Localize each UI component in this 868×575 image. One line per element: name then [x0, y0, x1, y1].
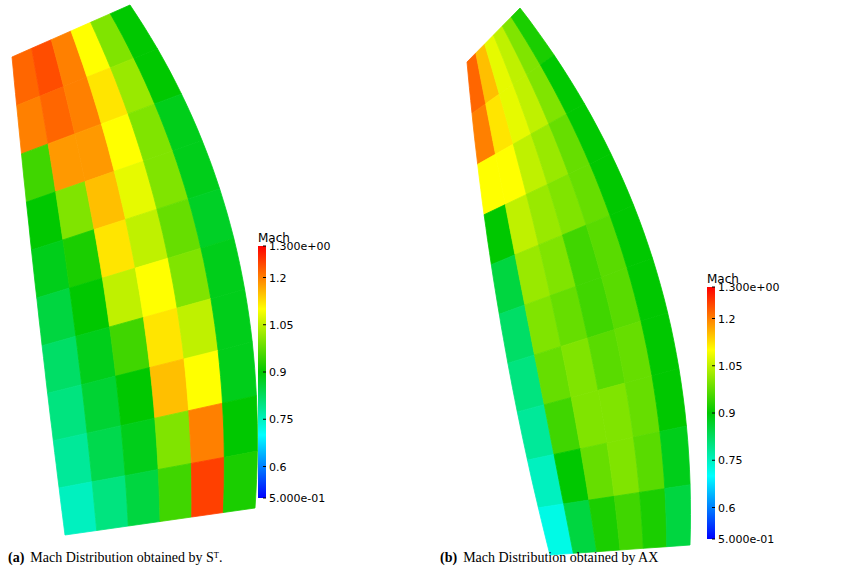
contour-cell: [116, 368, 155, 426]
colorbar-tick-label: 0.9: [718, 407, 736, 420]
contour-cell: [121, 418, 158, 476]
contour-cell: [125, 470, 160, 527]
contour-cell: [76, 327, 116, 385]
colorbar-tick: [263, 466, 266, 467]
contour-cell: [158, 463, 192, 521]
colorbar-tick-label: 1.05: [269, 319, 294, 332]
contour-cell: [223, 396, 258, 458]
contour-cell: [37, 288, 76, 346]
contour-cell: [652, 369, 686, 432]
contour-cell: [627, 258, 668, 321]
contour-cell: [567, 104, 611, 164]
caption-label: (a): [8, 550, 25, 566]
colorbar-tick: [712, 413, 715, 414]
contour-cell: [110, 5, 157, 58]
contour-cell: [614, 492, 643, 550]
colorbar-tick-label: 0.6: [269, 461, 287, 474]
colorbar-tick-label: 0.75: [718, 454, 743, 467]
contour-panel: [12, 5, 257, 535]
colorbar-tick-label: 1.05: [718, 360, 743, 373]
contour-cell: [540, 55, 584, 114]
colorbar-tick: [263, 498, 266, 499]
colorbar-tick-label: 1.2: [269, 272, 287, 285]
caption: (b) Mach Distribution obtained by AX: [440, 550, 658, 566]
contour-cell: [223, 451, 257, 512]
contour-cell: [211, 289, 252, 350]
colorbar-tick: [712, 539, 715, 540]
contour-cell: [641, 313, 679, 376]
caption-title: Mach Distribution obtained by AX: [463, 550, 658, 565]
contour-cell: [590, 154, 634, 215]
contour-cell: [201, 238, 245, 298]
contour-panel: [467, 8, 691, 555]
colorbar: [707, 287, 715, 539]
colorbar: [258, 246, 266, 498]
colorbar-tick: [712, 365, 715, 366]
caption-label: (b): [440, 550, 457, 566]
contour-cell: [188, 189, 234, 249]
contour-cell: [110, 318, 150, 377]
contour-cell: [42, 336, 82, 393]
colorbar-tick: [712, 318, 715, 319]
colorbar-tick: [263, 372, 266, 373]
colorbar-tick: [712, 507, 715, 508]
contour-cell: [48, 385, 88, 441]
colorbar-tick: [263, 419, 266, 420]
contour-cell: [610, 205, 653, 267]
colorbar-tick-label: 1.300e+00: [269, 240, 330, 253]
contour-cell: [150, 359, 189, 418]
contour-cell: [191, 457, 224, 517]
contour-cell: [53, 433, 92, 488]
colorbar-tick-label: 5.000e-01: [718, 533, 774, 546]
contour-cell: [155, 94, 202, 151]
contour-cell: [82, 376, 121, 433]
colorbar-tick-label: 5.000e-01: [269, 492, 325, 505]
colorbar-tick-label: 0.75: [269, 413, 294, 426]
colorbar-tick-label: 1.300e+00: [718, 281, 779, 294]
colorbar-tick: [712, 460, 715, 461]
colorbar-tick-label: 1.2: [718, 313, 736, 326]
colorbar-tick-label: 0.9: [269, 366, 287, 379]
colorbar-tick: [263, 246, 266, 247]
contour-cell: [665, 485, 691, 547]
contour-cell: [173, 141, 220, 199]
colorbar-tick: [263, 324, 266, 325]
contour-cell: [92, 476, 128, 531]
contour-cell: [134, 49, 182, 104]
caption-title: Mach Distribution obtained by Sᵀ.: [30, 550, 222, 565]
colorbar-tick: [263, 277, 266, 278]
contour-cell: [59, 482, 97, 535]
contour-cell: [143, 308, 184, 367]
contour-cell: [189, 403, 225, 463]
contour-cell: [184, 350, 223, 410]
contour-cell: [640, 489, 667, 549]
figure: Mach1.300e+001.21.050.90.750.65.000e-01(…: [0, 0, 868, 575]
colorbar-tick-label: 0.6: [718, 502, 736, 515]
contour-cell: [633, 432, 664, 493]
contour-cell: [218, 342, 256, 403]
colorbar-tick: [712, 287, 715, 288]
caption: (a) Mach Distribution obtained by Sᵀ.: [8, 550, 222, 566]
contour-cell: [155, 411, 192, 470]
contour-cell: [87, 426, 125, 482]
contour-cell: [660, 426, 690, 489]
contour-cell: [511, 8, 554, 65]
